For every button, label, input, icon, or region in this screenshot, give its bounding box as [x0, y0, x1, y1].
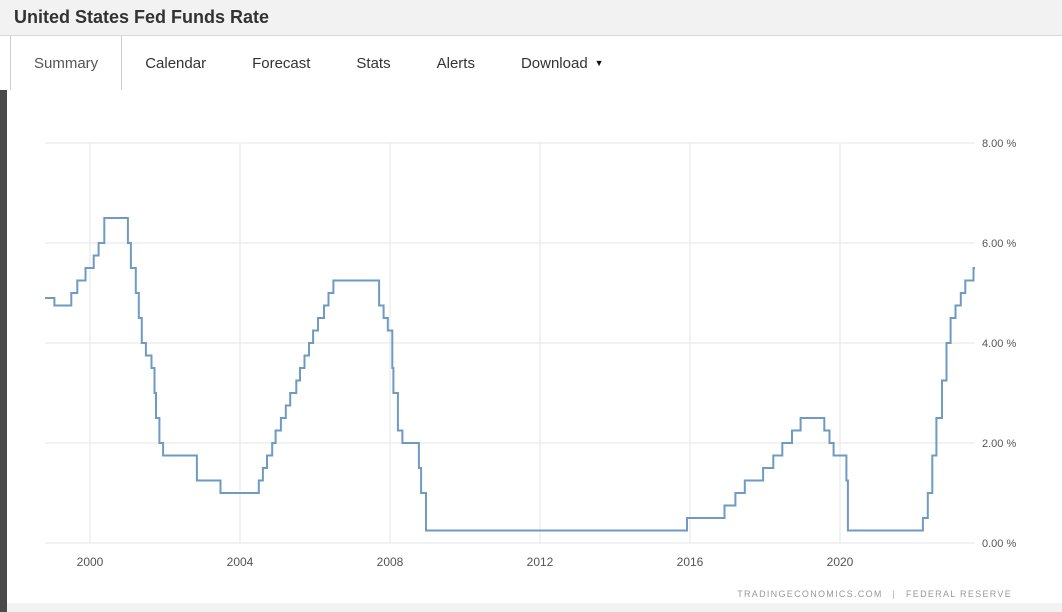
attribution-source-data: FEDERAL RESERVE	[905, 589, 1012, 599]
x-axis-label: 2020	[827, 555, 854, 569]
tab-stats-label: Stats	[356, 54, 391, 72]
caret-down-icon: ▼	[594, 58, 604, 68]
tab-calendar-label: Calendar	[145, 54, 207, 72]
page-header: United States Fed Funds Rate	[0, 0, 1062, 36]
y-axis-label: 2.00 %	[982, 438, 1016, 450]
x-axis-label: 2008	[377, 555, 404, 569]
y-axis-label: 6.00 %	[982, 238, 1016, 250]
y-axis-label: 0.00 %	[982, 538, 1016, 550]
x-axis-label: 2016	[677, 555, 704, 569]
x-axis-label: 2012	[527, 555, 554, 569]
tab-summary-label: Summary	[34, 54, 99, 72]
tab-calendar[interactable]: Calendar	[122, 36, 229, 90]
x-axis-label: 2000	[77, 555, 104, 569]
tab-summary[interactable]: Summary	[10, 36, 123, 90]
tab-download-label: Download	[520, 54, 588, 72]
attribution-separator: |	[892, 589, 897, 599]
tab-forecast[interactable]: Forecast	[229, 36, 333, 90]
fed-funds-rate-line	[45, 217, 975, 532]
chart-attribution: TRADINGECONOMICS.COM | FEDERAL RESERVE	[737, 589, 1012, 599]
y-axis-label: 4.00 %	[982, 338, 1016, 350]
page-title: United States Fed Funds Rate	[14, 7, 270, 27]
y-axis-label: 8.00 %	[982, 138, 1016, 150]
tab-bar: Summary Calendar Forecast Stats Alerts D…	[0, 36, 1062, 90]
tab-alerts-label: Alerts	[436, 54, 475, 72]
x-axis-label: 2004	[227, 555, 254, 569]
chart-area: 0.00 % 2.00 % 4.00 % 6.00 % 8.00 % 2000 2004 20…	[7, 90, 1062, 603]
rate-chart-svg: 0.00 % 2.00 % 4.00 % 6.00 % 8.00 % 2000 2004 20…	[45, 138, 1016, 569]
attribution-source-site: TRADINGECONOMICS.COM	[737, 589, 883, 599]
tab-forecast-label: Forecast	[252, 54, 311, 72]
tab-alerts[interactable]: Alerts	[414, 36, 498, 90]
tab-stats[interactable]: Stats	[333, 36, 413, 90]
tab-download[interactable]: Download ▼	[498, 36, 627, 90]
left-edge-strip	[0, 90, 7, 612]
bottom-edge-strip	[7, 603, 1062, 612]
